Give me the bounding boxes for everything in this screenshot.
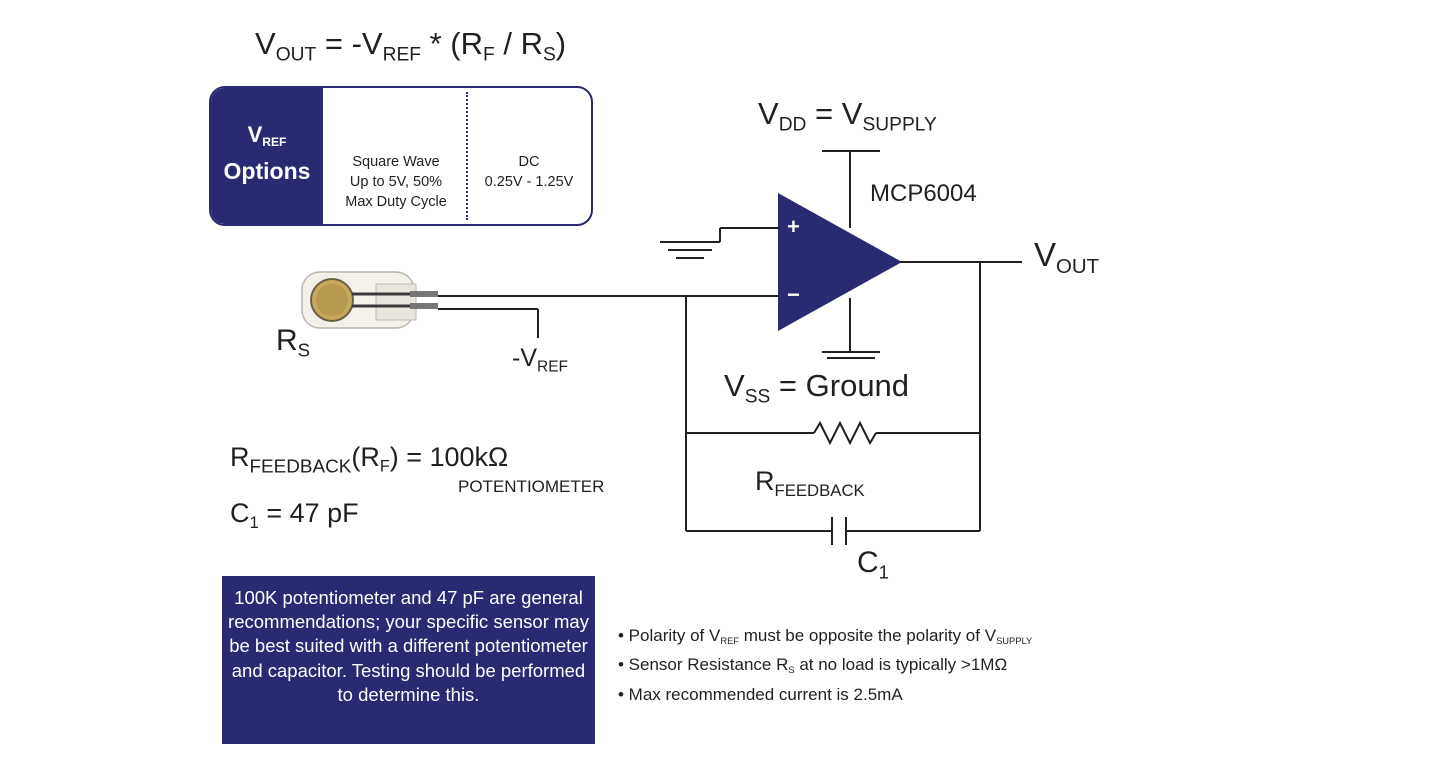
- opamp-plus: +: [787, 214, 800, 239]
- chip-label: MCP6004: [870, 180, 977, 207]
- vout-label: VOUT: [1034, 236, 1100, 279]
- vss-label: VSS = Ground: [724, 368, 910, 408]
- note-resistance: • Sensor Resistance RS at no load is typ…: [618, 655, 1008, 676]
- resistor-zigzag: [813, 420, 877, 446]
- recommendation-note: 100K potentiometer and 47 pF are general…: [222, 576, 595, 744]
- notes-list: • Polarity of VREF must be opposite the …: [618, 624, 1032, 707]
- square-wave-option: Square Wave Up to 5V, 50% Max Duty Cycle: [345, 154, 447, 210]
- note-current: • Max recommended current is 2.5mA: [618, 684, 903, 704]
- options-divider: [466, 92, 468, 220]
- rfeedback-label: RFEEDBACK: [755, 466, 865, 500]
- opamp-triangle: [778, 193, 902, 331]
- rfeedback-equation: RFEEDBACK(RF) = 100kΩ: [230, 442, 509, 478]
- dc-option: DC 0.25V - 1.25V: [484, 154, 574, 190]
- potentiometer-label: POTENTIOMETER: [458, 477, 605, 496]
- vref-options-box: VREF Options Square Wave Up to 5V, 50% M…: [209, 86, 593, 226]
- vref-options-label: VREF Options: [211, 88, 323, 224]
- note-polarity: • Polarity of VREF must be opposite the …: [618, 626, 1033, 646]
- c1-label: C1: [857, 546, 890, 583]
- opamp-minus: −: [787, 282, 800, 307]
- rs-label: RS: [276, 324, 311, 361]
- force-sensor-image: [301, 271, 438, 329]
- c1-equation: C1 = 47 pF: [230, 498, 359, 532]
- vdd-label: VDD = VSUPPLY: [758, 96, 937, 136]
- neg-vref-label: -VREF: [512, 344, 568, 376]
- transfer-formula: VOUT = -VREF * (RF / RS): [255, 26, 567, 66]
